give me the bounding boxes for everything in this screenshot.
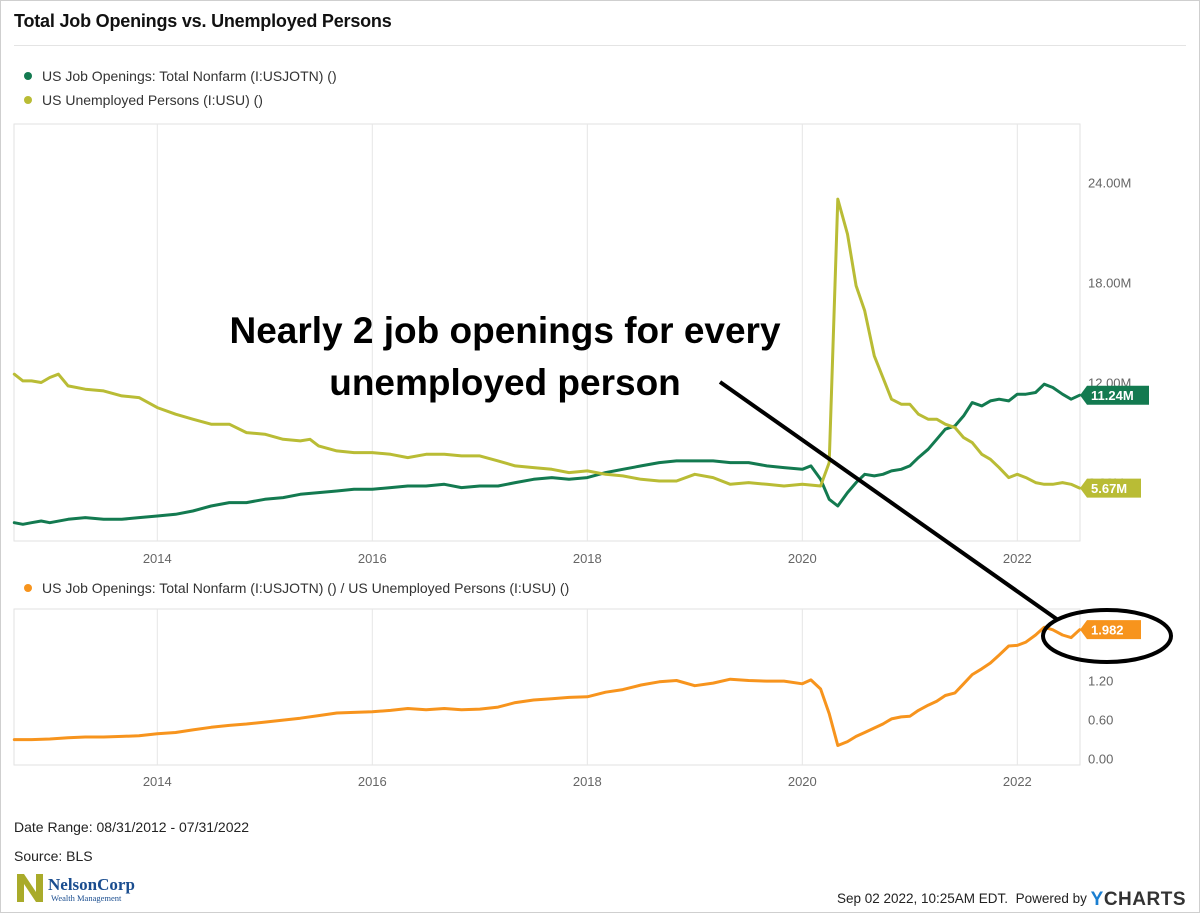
legend-item-job-openings[interactable]: US Job Openings: Total Nonfarm (I:USJOTN… [24, 68, 337, 84]
ycharts-logo-text: CHARTS [1103, 889, 1186, 910]
y-tick-label: 18.00M [1088, 275, 1131, 290]
legend-dot-icon [24, 584, 32, 592]
footer-powered-by: Powered by [1015, 891, 1087, 906]
series-end-tag [1080, 385, 1149, 405]
series-end-tag [1080, 478, 1141, 498]
ycharts-logo[interactable]: YCHARTS [1091, 889, 1186, 910]
annotation-line-1: Nearly 2 job openings for every [229, 310, 781, 351]
legend-label: US Unemployed Persons (I:USU) () [42, 92, 263, 108]
title-divider [14, 45, 1186, 46]
footer-timestamp: Sep 02 2022, 10:25AM EDT. [836, 891, 1009, 906]
x-tick-label: 2020 [788, 774, 817, 789]
series-line[interactable] [12, 382, 1082, 526]
plot-area [13, 123, 1081, 542]
footer: Sep 02 2022, 10:25AM EDT. Powered by YCH… [836, 887, 1186, 910]
annotation-arrow-line [718, 380, 1060, 622]
legend-dot-icon [24, 96, 32, 104]
series-line[interactable] [12, 625, 1082, 747]
logo-tagline: Wealth Management [51, 893, 122, 903]
legend-item-unemployed[interactable]: US Unemployed Persons (I:USU) () [24, 92, 263, 108]
series-end-value: 11.24M [1091, 388, 1134, 403]
x-tick-label: 2016 [358, 551, 387, 566]
series-end-value: 5.67M [1091, 481, 1127, 496]
legend-label: US Job Openings: Total Nonfarm (I:USJOTN… [42, 68, 337, 84]
bottom-chart-panel: 2014 2016 2018 2020 2022 0.00 0.60 1.20 1.982 [12, 608, 1141, 789]
x-tick-label: 2018 [573, 774, 602, 789]
series-end-tag [1080, 620, 1141, 640]
top-chart-panel: 201420162018202020226.00M12.00M18.00M24.… [12, 123, 1149, 566]
chart-title: Total Job Openings vs. Unemployed Person… [14, 11, 392, 31]
plot-area [13, 608, 1081, 766]
y-tick-label: 0.00 [1088, 752, 1113, 767]
ycharts-logo-y: Y [1090, 889, 1104, 910]
x-tick-label: 2022 [1003, 551, 1032, 566]
series-end-value: 1.982 [1091, 623, 1124, 638]
annotation-marks [718, 380, 1173, 664]
x-tick-label: 2018 [573, 551, 602, 566]
date-range: Date Range: 08/31/2012 - 07/31/2022 [14, 819, 250, 835]
source-note: Source: BLS [14, 848, 93, 864]
logo-n-icon [17, 874, 43, 902]
y-tick-label: 1.20 [1088, 674, 1113, 689]
y-tick-label: 0.60 [1088, 713, 1113, 728]
y-tick-label: 24.00M [1088, 175, 1131, 190]
x-tick-label: 2020 [788, 551, 817, 566]
legend-item-ratio[interactable]: US Job Openings: Total Nonfarm (I:USJOTN… [24, 580, 569, 596]
x-tick-label: 2016 [358, 774, 387, 789]
nelsoncorp-logo: NelsonCorp Wealth Management [17, 874, 135, 903]
legend-dot-icon [24, 72, 32, 80]
annotation-line-2: unemployed person [329, 362, 681, 403]
x-tick-label: 2014 [143, 774, 172, 789]
x-tick-label: 2022 [1003, 774, 1032, 789]
annotation-circle [1041, 608, 1173, 664]
legend-label: US Job Openings: Total Nonfarm (I:USJOTN… [42, 580, 570, 596]
annotation-callout: Nearly 2 job openings for every unemploy… [190, 305, 820, 409]
series-line[interactable] [12, 197, 1082, 490]
logo-name: NelsonCorp [48, 875, 135, 894]
x-tick-label: 2014 [143, 551, 172, 566]
